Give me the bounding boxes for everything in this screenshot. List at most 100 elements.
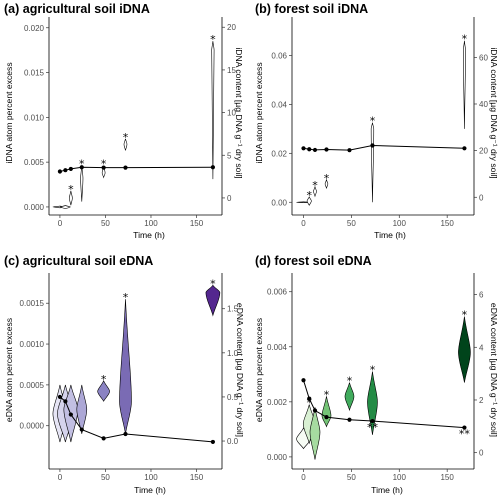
panel-forest-edna: (d) forest soil eDNA Time (h) eDNA atom … xyxy=(254,254,499,495)
x-tick-label: 100 xyxy=(144,219,158,228)
y-tick-label: 0.04 xyxy=(271,100,287,109)
content-significance-star: ** xyxy=(459,428,471,441)
x-tick-label: 150 xyxy=(190,219,204,228)
significance-star: * xyxy=(123,131,129,144)
x-tick-label: 100 xyxy=(393,219,407,228)
data-point-t24 xyxy=(79,427,84,432)
y2-tick-label: 5 xyxy=(227,151,232,160)
y-tick-label: 0.000 xyxy=(24,203,45,212)
significance-star: * xyxy=(370,364,376,377)
y-axis-title: eDNA atom percent excess xyxy=(254,318,264,422)
plot-area: 0 50 100 150 0.0000 0.0005 0.0010 0.0015 0.0 0.5 1… xyxy=(20,273,239,482)
content-significance-star: ** xyxy=(367,421,379,434)
y-tick-label: 0.010 xyxy=(24,113,45,122)
y-tick-label: 0.0000 xyxy=(20,422,45,431)
violin-t72 xyxy=(370,122,375,203)
x-tick-label: 50 xyxy=(101,219,110,228)
y-axis-title: iDNA atom percent excess xyxy=(254,62,264,163)
x-tick-label: 150 xyxy=(190,473,204,482)
violin-t48 xyxy=(97,380,110,402)
data-point-t24 xyxy=(324,415,329,420)
data-point-t6 xyxy=(63,399,68,404)
significance-star: * xyxy=(79,158,85,171)
data-point-t0 xyxy=(301,378,306,383)
significance-star: * xyxy=(68,183,74,196)
x-axis-title: Time (h) xyxy=(133,230,165,240)
y-axis-title: iDNA atom percent excess xyxy=(4,62,14,163)
y2-tick-label: 40 xyxy=(479,100,488,109)
data-point-t72 xyxy=(123,431,128,437)
data-point-t168 xyxy=(462,425,467,430)
panel-agricultural-idna: (a) agricultural soil iDNA Time (h) iDNA… xyxy=(4,2,244,240)
violin-t72 xyxy=(119,299,132,434)
y-tick-label: 0.0010 xyxy=(20,340,45,349)
panel-title: (d) forest soil eDNA xyxy=(255,254,372,268)
x-axis-title: Time (h) xyxy=(371,485,403,495)
x-tick-label: 50 xyxy=(101,473,110,482)
significance-star: * xyxy=(370,115,376,128)
panel-title: (a) agricultural soil iDNA xyxy=(4,2,150,16)
violin-t12 xyxy=(309,407,321,460)
y-tick-label: 0.0015 xyxy=(20,299,45,308)
y-tick-label: 0.006 xyxy=(267,288,288,297)
data-point-t48 xyxy=(101,165,106,170)
x-tick-label: 150 xyxy=(440,219,454,228)
data-point-t72 xyxy=(123,165,128,170)
data-point-t48 xyxy=(347,148,352,153)
panel-title: (c) agricultural soil eDNA xyxy=(4,254,153,268)
y-tick-label: 0.0005 xyxy=(20,381,45,390)
violin-t12 xyxy=(313,185,317,198)
data-point-t0 xyxy=(57,394,63,400)
x-tick-label: 0 xyxy=(301,219,306,228)
x-tick-label: 0 xyxy=(58,219,63,228)
x-tick-label: 0 xyxy=(301,473,306,482)
data-point-t0 xyxy=(57,169,63,174)
significance-star: * xyxy=(101,373,107,386)
data-point-t12 xyxy=(312,408,318,413)
y2-tick-label: 10 xyxy=(227,109,236,118)
significance-star: * xyxy=(123,291,129,304)
violin-t168 xyxy=(211,41,215,180)
y2-tick-label: 1.5 xyxy=(227,305,239,314)
x-axis-title: Time (h) xyxy=(134,485,166,495)
y-tick-label: 0.020 xyxy=(24,24,45,33)
violin-t72 xyxy=(123,138,128,151)
violin-t168 xyxy=(458,316,471,383)
y2-tick-label: 0 xyxy=(227,194,232,203)
violin-t168 xyxy=(463,40,466,129)
y2-tick-label: 0.5 xyxy=(227,393,239,402)
data-point-t12 xyxy=(68,166,73,172)
significance-star: * xyxy=(210,33,216,46)
x-tick-label: 100 xyxy=(393,473,407,482)
violin-t12 xyxy=(69,190,73,206)
y-tick-label: 0.015 xyxy=(24,69,45,78)
significance-star: * xyxy=(306,189,312,202)
violin-t24 xyxy=(321,396,332,428)
data-point-t48 xyxy=(347,417,352,422)
x-axis-title: Time (h) xyxy=(374,230,406,240)
y-tick-label: 0.000 xyxy=(267,453,288,462)
data-point-t168 xyxy=(210,165,215,170)
y-tick-label: 0.005 xyxy=(24,158,45,167)
data-point-t6 xyxy=(307,396,312,401)
plot-area: 0 50 100 150 0.000 0.005 0.010 0.015 0.020 0 5 10 15… xyxy=(24,17,236,228)
y2-axis-title: eDNA content [µg DNA g⁻¹ dry soil] xyxy=(489,303,499,437)
y-tick-label: 0.004 xyxy=(267,343,288,352)
violin-t6 xyxy=(60,205,71,210)
x-tick-label: 0 xyxy=(58,473,63,482)
y2-tick-label: 0 xyxy=(479,449,484,458)
data-point-t0 xyxy=(301,146,306,151)
significance-star: * xyxy=(210,277,216,290)
violin-t24 xyxy=(80,165,84,202)
y-tick-label: 0.02 xyxy=(271,149,287,158)
y2-tick-label: 4 xyxy=(479,343,484,352)
violin-t168 xyxy=(205,284,221,317)
violin-t24 xyxy=(76,384,88,434)
data-point-t6 xyxy=(63,168,68,173)
plot-area: 0 50 100 1500.0000.0020.0040.0060246*******… xyxy=(267,273,484,482)
y-axis-title: eDNA atom percent excess xyxy=(4,318,14,422)
data-point-t72 xyxy=(370,143,375,148)
y2-tick-label: 6 xyxy=(479,291,484,300)
